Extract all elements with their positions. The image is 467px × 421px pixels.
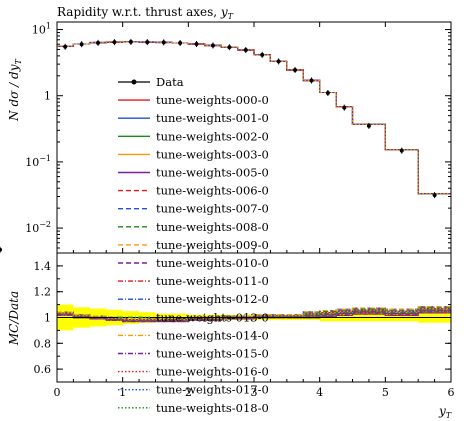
ratio-y-axis-title: MC/Data: [7, 291, 21, 346]
legend-entry: tune-weights-012-0: [118, 292, 269, 306]
x-tick-label: 5: [382, 386, 389, 399]
legend-entry: tune-weights-003-0: [118, 147, 269, 161]
legend-label: tune-weights-019-0: [156, 419, 269, 421]
main-y-tick-label: 10−1: [25, 154, 51, 169]
legend-label: tune-weights-001-0: [156, 111, 269, 125]
x-tick-label: 3: [251, 386, 258, 399]
ratio-line-tune-weights-008-0: [57, 312, 451, 323]
ratio-panel: 0 1 2 3 4 5 6 0.6 0.8 1 1.2 1.4: [34, 252, 455, 399]
data-point: [243, 48, 248, 53]
legend-entry: tune-weights-014-0: [118, 328, 269, 342]
legend-label: tune-weights-016-0: [156, 365, 269, 379]
ratio-y-tick-label: 1: [44, 312, 51, 325]
main-y-tick-label: 10−2: [25, 220, 51, 235]
data-point: [366, 123, 371, 128]
data-point: [112, 40, 117, 45]
x-tick-label: 6: [448, 386, 455, 399]
legend-entry: tune-weights-000-0: [118, 93, 269, 107]
legend-label: tune-weights-015-0: [156, 347, 269, 361]
data-point: [399, 148, 404, 153]
data-point: [342, 105, 347, 110]
legend-entry: tune-weights-018-0: [118, 401, 269, 415]
x-tick-label: 1: [119, 386, 126, 399]
legend-label: tune-weights-007-0: [156, 202, 269, 216]
x-tick-label: 0: [54, 386, 61, 399]
data-point: [210, 43, 215, 48]
data-point: [145, 40, 150, 45]
x-tick-label: 4: [316, 386, 323, 399]
legend-marker-data: [131, 79, 137, 85]
legend-entry: tune-weights-002-0: [118, 129, 269, 143]
legend-entry: tune-weights-015-0: [118, 347, 269, 361]
legend-label: tune-weights-000-0: [156, 93, 269, 107]
data-point: [432, 193, 437, 198]
legend-entry: tune-weights-001-0: [118, 111, 269, 125]
legend-label: tune-weights-009-0: [156, 238, 269, 252]
legend-label: tune-weights-017-0: [156, 383, 269, 397]
ratio-y-tick-label: 1.2: [34, 286, 52, 299]
legend-entry: tune-weights-017-0: [118, 383, 269, 397]
legend-entry: tune-weights-019-0: [156, 419, 269, 421]
data-point: [293, 67, 298, 72]
legend-entry: tune-weights-016-0: [118, 365, 269, 379]
data-point: [325, 90, 330, 95]
data-point: [79, 42, 84, 47]
legend-label: tune-weights-013-0: [156, 310, 269, 324]
data-point: [227, 45, 232, 50]
legend-label: tune-weights-011-0: [156, 274, 269, 288]
legend-entry: Data: [118, 75, 184, 89]
legend-label: Data: [156, 75, 184, 89]
legend-label: tune-weights-002-0: [156, 129, 269, 143]
legend-entry: tune-weights-013-0: [118, 310, 269, 324]
legend-entry: tune-weights-008-0: [118, 220, 269, 234]
legend-entry: tune-weights-006-0: [118, 184, 269, 198]
legend-label: tune-weights-010-0: [156, 256, 269, 270]
data-point: [128, 39, 133, 44]
legend-entry: tune-weights-005-0: [118, 166, 269, 180]
data-point: [161, 40, 166, 45]
legend-label: tune-weights-014-0: [156, 328, 269, 342]
x-axis-title: yT: [438, 404, 452, 420]
legend-entry: tune-weights-010-0: [118, 256, 269, 270]
ratio-y-tick-label: 0.6: [34, 363, 52, 376]
main-panel: 101 1 10−1 10−2: [0, 21, 452, 254]
legend-entry: tune-weights-011-0: [118, 274, 269, 288]
data-point: [309, 78, 314, 83]
legend-label: tune-weights-012-0: [156, 292, 269, 306]
data-point: [0, 247, 2, 252]
main-y-tick-label: 1: [44, 90, 51, 103]
data-point: [63, 44, 68, 49]
legend-label: tune-weights-005-0: [156, 166, 269, 180]
data-point: [194, 41, 199, 46]
data-point: [178, 41, 183, 46]
data-point: [96, 40, 101, 45]
x-tick-label: 2: [185, 386, 192, 399]
legend-entry: tune-weights-009-0: [118, 238, 269, 252]
ratio-line-tune-weights-015-0: [57, 312, 451, 323]
legend-label: tune-weights-018-0: [156, 401, 269, 415]
legend-label: tune-weights-003-0: [156, 147, 269, 161]
chart-title: Rapidity w.r.t. thrust axes, yT: [57, 5, 234, 21]
legend-label: tune-weights-006-0: [156, 184, 269, 198]
main-y-tick-label: 101: [32, 22, 51, 37]
data-point: [260, 52, 265, 57]
data-point: [276, 59, 281, 64]
ratio-y-tick-label: 1.4: [34, 260, 52, 273]
legend-label: tune-weights-008-0: [156, 220, 269, 234]
ratio-y-tick-label: 0.8: [34, 337, 52, 350]
legend: Data tune-weights-000-0 tune-weights-001-0…: [118, 75, 269, 421]
legend-entry: tune-weights-007-0: [118, 202, 269, 216]
main-y-axis-title: N dσ / dyT: [7, 59, 23, 122]
